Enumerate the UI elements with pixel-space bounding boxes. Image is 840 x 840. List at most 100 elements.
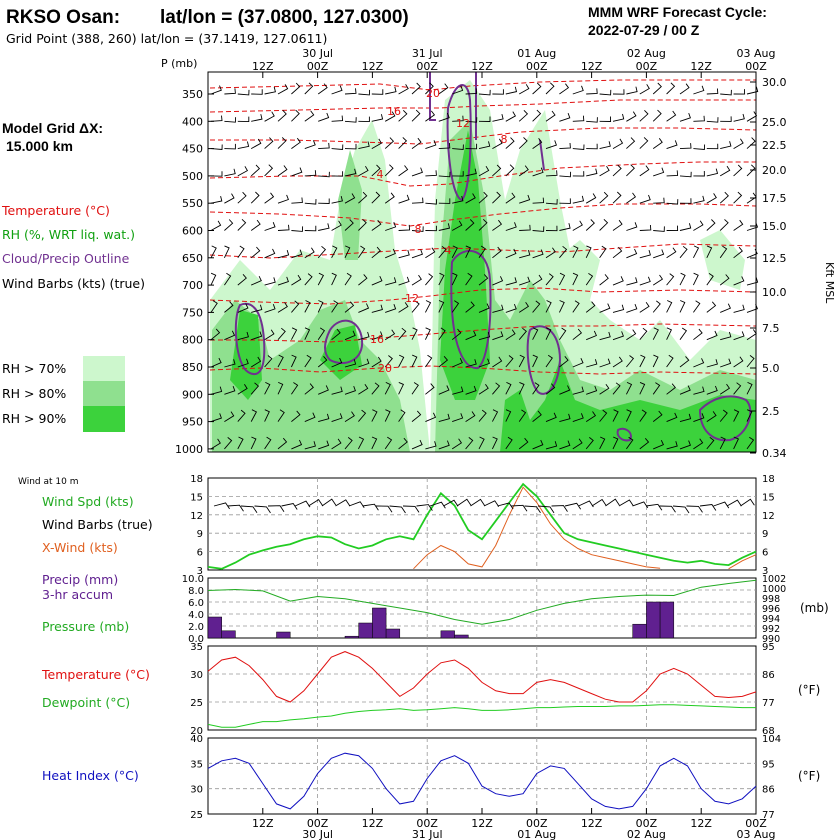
wind-barb (224, 168, 236, 177)
wind-barb (612, 246, 623, 259)
wind-barb (465, 301, 475, 313)
wind-barb (317, 245, 327, 259)
wind-barb (317, 272, 325, 286)
wind-barb (304, 441, 316, 450)
wind-barb (586, 385, 598, 395)
surface-wind-barb (699, 504, 717, 511)
wind-barb (653, 226, 665, 232)
wind-barb (465, 193, 476, 204)
top-time-label: 00Z (636, 60, 658, 73)
kft-axis-label: Kft MSL (823, 262, 836, 304)
wind-barb (411, 410, 422, 422)
bottom-date-label: 02 Aug (627, 828, 666, 840)
wind-barb (518, 165, 529, 177)
wind-barb (572, 328, 583, 341)
wind-barb (666, 170, 679, 177)
wind-barb (518, 381, 525, 395)
wind-barb (733, 331, 745, 341)
pressure-tick-label: 500 (182, 170, 203, 183)
wind-barb (518, 409, 527, 422)
wind-barb (572, 358, 584, 368)
wind-barb (652, 138, 663, 149)
wind-barb (277, 354, 284, 368)
wind-barb (478, 358, 490, 368)
surface-wind-barb (213, 502, 230, 510)
wind-barb (264, 409, 270, 422)
wind-barb (478, 191, 488, 204)
wind-barb (519, 224, 531, 231)
wind-barb (451, 300, 460, 313)
wind-barb (438, 413, 450, 423)
wind-barb (317, 83, 328, 95)
wind-barb (545, 170, 558, 177)
wind-barb (505, 329, 516, 341)
wind-barb (746, 436, 755, 450)
wind-barb (465, 245, 472, 258)
wind-barb (733, 304, 745, 313)
wind-barb (237, 141, 250, 150)
surface-wind-barb (294, 500, 311, 508)
wind-barb (250, 356, 262, 368)
wind-barb (545, 273, 554, 286)
wind-barb (478, 141, 491, 150)
legend-temperature: Temperature (°C) (1, 203, 110, 218)
wind-barb (398, 249, 410, 259)
wind-barb (652, 410, 663, 422)
wind-barb (505, 409, 512, 422)
top-time-label: 00Z (307, 60, 329, 73)
wind-barb (545, 327, 552, 340)
kft-tick-label: 17.5 (762, 192, 787, 205)
wind-barb (291, 197, 303, 204)
wind-barb (746, 137, 756, 149)
surface-wind-barb (416, 504, 433, 511)
pressure-tick-label: 750 (182, 306, 203, 319)
wind-barb (425, 170, 437, 177)
wind-barb (559, 272, 566, 286)
wind-barb (237, 166, 249, 177)
left-tick-label: 25 (190, 698, 203, 709)
wind-barb (706, 436, 715, 450)
rh70-label: RH > 70% (2, 361, 66, 376)
wind-barb (277, 224, 290, 231)
wind-barb (465, 330, 477, 341)
wind-barb (586, 117, 598, 123)
wind-barb (438, 83, 449, 95)
wind-barb (746, 355, 755, 368)
wind-barb (599, 89, 612, 96)
legend-rh: RH (%, WRT liq. wat.) (2, 227, 135, 242)
surface-wind-barb (335, 499, 351, 507)
kft-tick-label: 15.0 (762, 220, 787, 233)
wind-frame (207, 477, 757, 571)
wind-barb (599, 436, 606, 450)
wind-barb (277, 194, 289, 204)
wind-barb (693, 245, 700, 259)
surface-wind-barb (240, 505, 258, 514)
wind-barb (733, 89, 746, 95)
wind-barb (411, 249, 423, 259)
wind-barb (652, 274, 664, 286)
wind-barb (398, 165, 409, 177)
wind-barb (532, 167, 544, 177)
surface-wind-barb (686, 505, 703, 513)
heat-index-panel: 40 35 30 25 104 95 86 77 (°F) (190, 734, 820, 821)
wind-barb (666, 327, 673, 340)
series-line (207, 651, 757, 703)
wind-barb (371, 331, 383, 341)
wind-barb (693, 85, 705, 95)
wind-barb (331, 245, 338, 259)
wind-barb (492, 356, 503, 368)
wind-barb (425, 300, 432, 313)
wind-barb (505, 192, 516, 204)
wind-barb (706, 168, 719, 177)
wind-barb (572, 220, 583, 231)
precip-bar (646, 601, 661, 639)
rh80-region (338, 150, 362, 260)
wind-barb (746, 381, 753, 395)
wind-barb (572, 386, 584, 395)
wind-barb (693, 170, 705, 177)
wind-barb (626, 192, 637, 204)
wind-barb (317, 300, 324, 313)
wind-barb (318, 171, 330, 178)
wind-barb (545, 247, 556, 259)
wind-barb (224, 437, 233, 450)
